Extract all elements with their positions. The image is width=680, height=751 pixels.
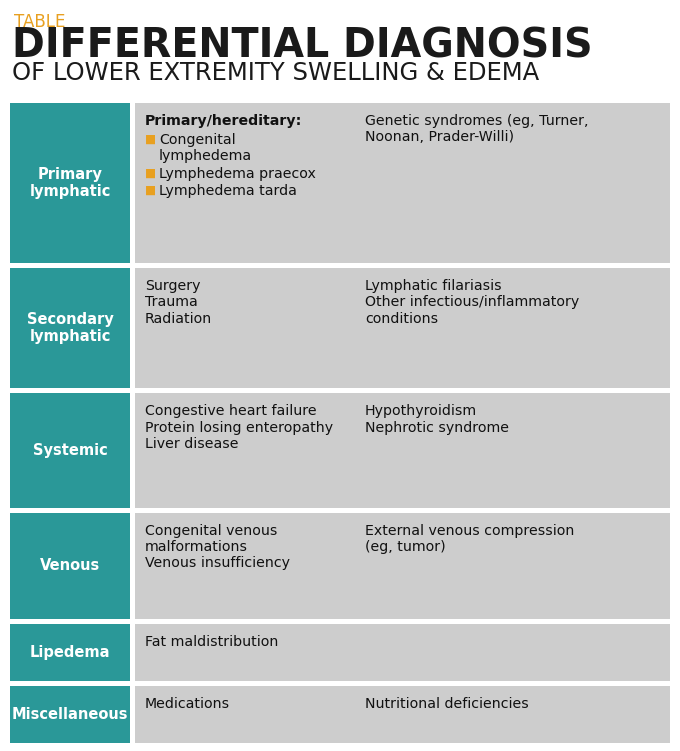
Text: Lymphedema tarda: Lymphedema tarda: [159, 184, 297, 198]
Text: ■: ■: [145, 184, 156, 197]
FancyBboxPatch shape: [135, 103, 670, 263]
Text: Genetic syndromes (eg, Turner,
Noonan, Prader-Willi): Genetic syndromes (eg, Turner, Noonan, P…: [365, 114, 588, 144]
FancyBboxPatch shape: [135, 513, 670, 619]
FancyBboxPatch shape: [10, 686, 130, 743]
Text: Congenital
lymphedema: Congenital lymphedema: [159, 133, 252, 163]
Text: External venous compression
(eg, tumor): External venous compression (eg, tumor): [365, 523, 575, 554]
Text: ■: ■: [145, 167, 156, 180]
Text: Hypothyroidism
Nephrotic syndrome: Hypothyroidism Nephrotic syndrome: [365, 404, 509, 435]
FancyBboxPatch shape: [135, 394, 670, 508]
FancyBboxPatch shape: [10, 103, 130, 263]
FancyBboxPatch shape: [10, 513, 130, 619]
Text: DIFFERENTIAL DIAGNOSIS: DIFFERENTIAL DIAGNOSIS: [12, 27, 593, 67]
FancyBboxPatch shape: [10, 394, 130, 508]
Text: Secondary
lymphatic: Secondary lymphatic: [27, 312, 114, 345]
Text: ■: ■: [145, 133, 156, 146]
Text: Fat maldistribution: Fat maldistribution: [145, 635, 278, 649]
Text: Congenital venous
malformations
Venous insufficiency: Congenital venous malformations Venous i…: [145, 523, 290, 570]
Text: Congestive heart failure
Protein losing enteropathy
Liver disease: Congestive heart failure Protein losing …: [145, 404, 333, 451]
FancyBboxPatch shape: [135, 623, 670, 681]
FancyBboxPatch shape: [10, 268, 130, 388]
FancyBboxPatch shape: [135, 268, 670, 388]
Text: Venous: Venous: [40, 558, 100, 573]
Text: Nutritional deficiencies: Nutritional deficiencies: [365, 697, 529, 710]
Text: Primary/hereditary:: Primary/hereditary:: [145, 114, 303, 128]
Text: Surgery
Trauma
Radiation: Surgery Trauma Radiation: [145, 279, 212, 326]
Text: Miscellaneous: Miscellaneous: [12, 707, 129, 722]
FancyBboxPatch shape: [10, 623, 130, 681]
Text: Primary
lymphatic: Primary lymphatic: [29, 167, 111, 199]
Text: Lymphedema praecox: Lymphedema praecox: [159, 167, 316, 181]
Text: OF LOWER EXTREMITY SWELLING & EDEMA: OF LOWER EXTREMITY SWELLING & EDEMA: [12, 61, 539, 85]
Text: TABLE: TABLE: [14, 13, 65, 31]
Text: Lymphatic filariasis
Other infectious/inflammatory
conditions: Lymphatic filariasis Other infectious/in…: [365, 279, 579, 326]
Text: Systemic: Systemic: [33, 443, 107, 458]
Text: Lipedema: Lipedema: [30, 644, 110, 659]
FancyBboxPatch shape: [135, 686, 670, 743]
Text: Medications: Medications: [145, 697, 230, 710]
